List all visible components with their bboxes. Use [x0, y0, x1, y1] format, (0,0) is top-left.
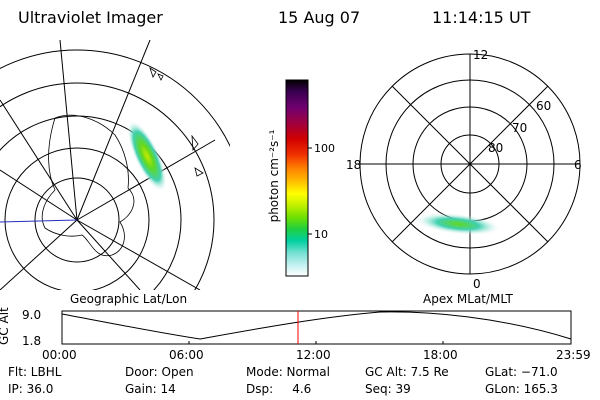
timeline-y-max: 9.0: [22, 308, 41, 322]
timeline-frame: [61, 310, 572, 345]
mlt-label-0: 0: [473, 277, 481, 291]
timeline-x-tick: 00:00: [42, 348, 77, 362]
latitude-circle: [4, 147, 150, 290]
timeline-x-tick: 18:00: [423, 348, 458, 362]
latitude-circle: [0, 49, 230, 148]
mlat-label-70: 70: [512, 121, 527, 135]
ip-info: IP: 36.0: [8, 382, 54, 396]
timeline-axis-label: GC Alt: [0, 307, 11, 345]
mlt-label-12: 12: [473, 48, 488, 62]
latitude-circle: [0, 115, 182, 290]
geographic-panel-label: Geographic Lat/Lon: [70, 292, 188, 306]
colorbar-unit-label: photon cm⁻²s⁻¹: [267, 129, 281, 222]
timeline-x-tick: 12:00: [296, 348, 331, 362]
dsp-info: Dsp: 4.6: [246, 382, 312, 396]
timeline-y-min: 1.8: [22, 334, 41, 348]
mlt-label-18: 18: [346, 158, 361, 172]
mlt-label-6: 6: [574, 158, 582, 172]
latitude-circle: [34, 177, 120, 263]
time-label: 11:14:15 UT: [432, 8, 531, 27]
colorbar-gradient: [285, 79, 309, 277]
door-info: Door: Open: [125, 365, 194, 379]
mlat-label-60: 60: [536, 99, 551, 113]
apex-panel-label: Apex MLat/MLT: [423, 292, 513, 306]
geographic-map: [0, 40, 230, 290]
colorbar-tick-label-10: 10: [314, 228, 328, 241]
altitude-curve: [61, 311, 572, 340]
glon-info: GLon: 165.3: [485, 382, 558, 396]
apex-polar-plot: 12 18 6 0 60 70 80: [346, 48, 582, 291]
instrument-title: Ultraviolet Imager: [18, 8, 163, 27]
gain-info: Gain: 14: [125, 382, 176, 396]
timeline-x-tick: 23:59: [556, 348, 591, 362]
filter-info: Flt: LBHL: [8, 365, 62, 379]
aurora-emission: [416, 213, 500, 235]
altitude-timeline: GC Alt 9.0 1.8 00:00 06:00 12:00 18:00 2…: [0, 307, 591, 362]
gc-alt-info: GC Alt: 7.5 Re: [365, 365, 449, 379]
islands: [149, 67, 204, 177]
date-label: 15 Aug 07: [278, 8, 361, 27]
coastline: [41, 114, 135, 257]
glat-info: GLat: −71.0: [485, 365, 558, 379]
nadir-line: [0, 219, 78, 223]
aurora-emission: [127, 121, 167, 191]
mlat-label-80: 80: [488, 141, 503, 155]
timeline-x-tick: 06:00: [169, 348, 204, 362]
colorbar: 100 10 photon cm⁻²s⁻¹: [267, 79, 335, 277]
seq-info: Seq: 39: [365, 382, 411, 396]
mode-info: Mode: Normal: [246, 365, 330, 379]
latitude-circle: [0, 82, 215, 290]
mlt-diagonal: [391, 85, 549, 243]
colorbar-tick-label-100: 100: [314, 142, 335, 155]
